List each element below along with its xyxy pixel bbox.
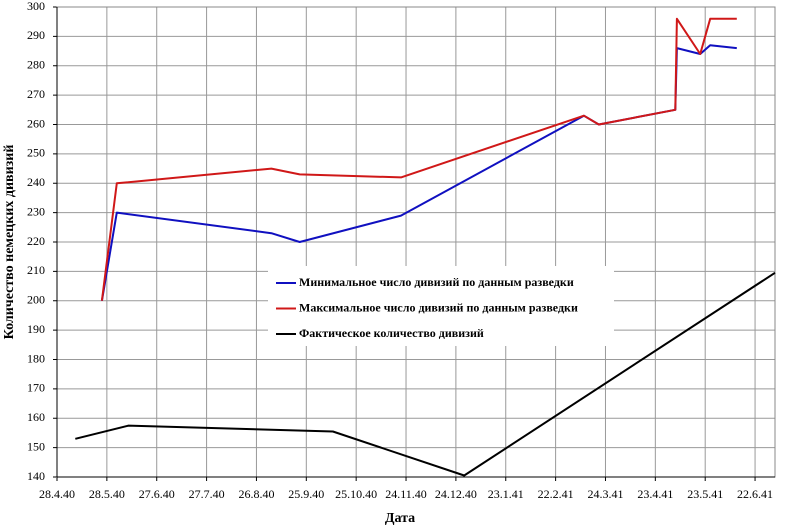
- x-tick-label: 27.6.40: [139, 487, 175, 501]
- y-tick-label: 270: [27, 87, 45, 101]
- legend-label: Максимальное число дивизий по данным раз…: [299, 300, 578, 314]
- x-tick-label: 22.6.41: [737, 487, 773, 501]
- y-tick-label: 230: [27, 204, 45, 218]
- y-axis-title: Количество немецких дивизий: [2, 145, 17, 340]
- y-tick-label: 140: [27, 469, 45, 483]
- legend: Минимальное число дивизий по данным разв…: [268, 266, 614, 346]
- x-tick-label: 24.3.41: [587, 487, 623, 501]
- y-tick-label: 200: [27, 293, 45, 307]
- y-tick-label: 170: [27, 381, 45, 395]
- series-line: [75, 271, 776, 477]
- y-tick-label: 220: [27, 234, 45, 248]
- x-tick-label: 27.7.40: [189, 487, 225, 501]
- x-tick-label: 23.4.41: [637, 487, 673, 501]
- legend-label: Минимальное число дивизий по данным разв…: [299, 275, 574, 289]
- series-line: [100, 44, 737, 301]
- legend-label: Фактическое количество дивизий: [299, 326, 484, 340]
- y-tick-label: 300: [27, 0, 45, 13]
- y-tick-label: 160: [27, 410, 45, 424]
- x-tick-label: 24.11.40: [385, 487, 427, 501]
- x-tick-label: 23.5.41: [687, 487, 723, 501]
- x-tick-label: 23.1.41: [488, 487, 524, 501]
- x-tick-label: 25.9.40: [288, 487, 324, 501]
- y-tick-label: 240: [27, 175, 45, 189]
- x-tick-label: 24.12.40: [435, 487, 477, 501]
- y-tick-label: 150: [27, 439, 45, 453]
- x-tick-label: 26.8.40: [238, 487, 274, 501]
- x-tick-label: 28.5.40: [89, 487, 125, 501]
- x-tick-label: 22.2.41: [538, 487, 574, 501]
- legend-box: [268, 266, 614, 346]
- y-tick-label: 190: [27, 322, 45, 336]
- y-tick-label: 260: [27, 116, 45, 130]
- y-tick-label: 180: [27, 351, 45, 365]
- x-tick-label: 28.4.40: [39, 487, 75, 501]
- y-tick-label: 250: [27, 146, 45, 160]
- series-line: [100, 17, 737, 301]
- x-tick-label: 25.10.40: [335, 487, 377, 501]
- y-tick-label: 210: [27, 263, 45, 277]
- y-tick-label: 280: [27, 58, 45, 72]
- y-tick-label: 290: [27, 28, 45, 42]
- x-axis-title: Дата: [385, 511, 415, 526]
